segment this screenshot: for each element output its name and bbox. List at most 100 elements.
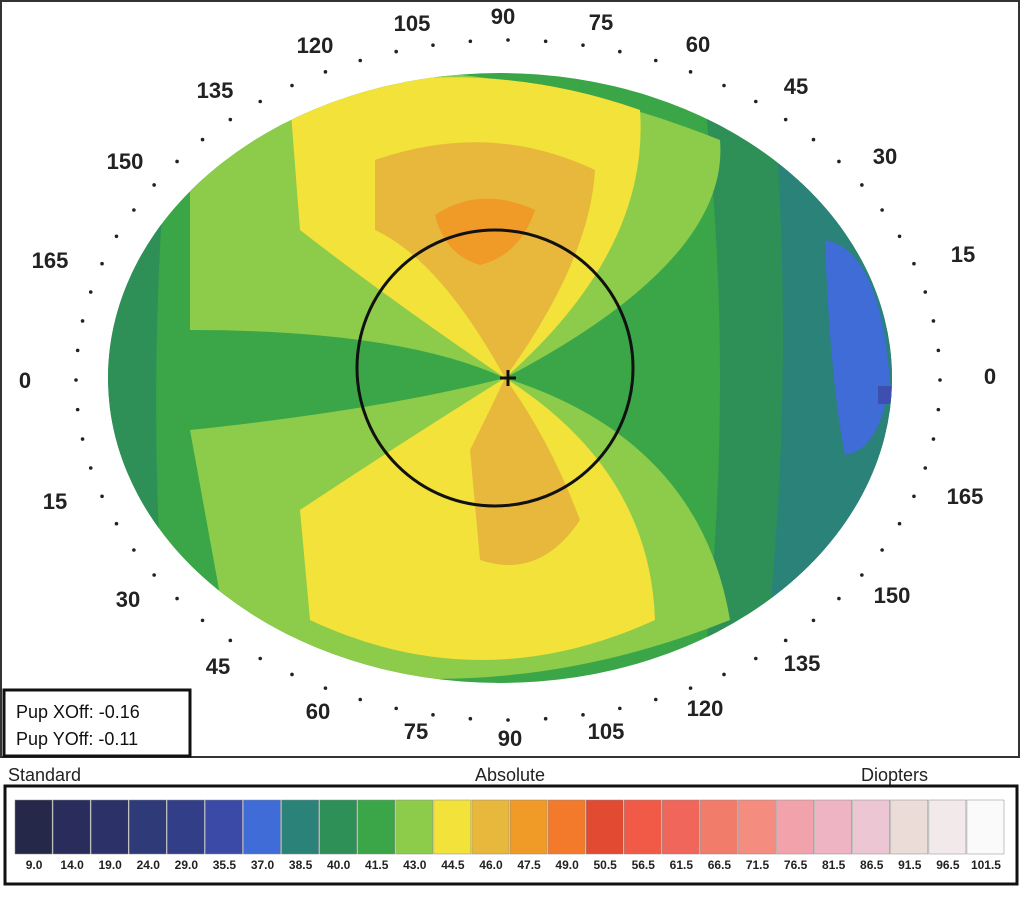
- scale-swatch: [662, 799, 700, 855]
- tick-dot: [860, 573, 864, 577]
- scale-swatch: [966, 799, 1005, 855]
- pupil-center: [500, 370, 516, 386]
- tick-dot: [200, 137, 205, 142]
- scale-label: 47.5: [517, 858, 541, 872]
- tick-dot: [688, 686, 693, 690]
- tick-dot: [581, 713, 585, 717]
- angle-label: 165: [32, 248, 69, 273]
- tick-dot: [468, 39, 473, 44]
- tick-dot: [618, 49, 622, 54]
- pupil-x: Pup XOff: -0.16: [16, 702, 140, 722]
- scale-swatch: [357, 799, 396, 855]
- tick-dot: [931, 437, 936, 441]
- tick-dot: [581, 43, 585, 47]
- tick-dot: [100, 261, 104, 266]
- scale-label: 46.0: [479, 858, 503, 872]
- scale-swatch: [547, 799, 586, 855]
- tick-dot: [114, 234, 119, 239]
- tick-dot: [75, 407, 80, 412]
- scale-label: 71.5: [746, 858, 770, 872]
- tick-dot: [783, 117, 788, 122]
- tick-dot: [880, 208, 884, 212]
- tick-dot: [394, 49, 398, 54]
- tick-dot: [468, 716, 473, 721]
- tick-dot: [358, 58, 363, 63]
- tick-dot: [860, 183, 864, 187]
- tick-dot: [228, 638, 233, 643]
- tick-dot: [936, 407, 941, 412]
- pupil-box: [2, 688, 192, 758]
- angle-label: 0: [984, 364, 996, 389]
- angle-label: 30: [116, 587, 140, 612]
- scale-label: 24.0: [137, 858, 161, 872]
- tick-dot: [653, 58, 658, 63]
- scale-swatch: [738, 799, 776, 855]
- pupil-y: Pup YOff: -0.11: [16, 729, 138, 749]
- tick-dot: [431, 713, 435, 717]
- angle-ticks: [74, 38, 942, 722]
- tick-dot: [506, 718, 510, 722]
- tick-dot: [88, 466, 93, 470]
- tick-dot: [228, 117, 233, 122]
- scale-label: 101.5: [971, 858, 1001, 872]
- angle-label: 90: [491, 4, 515, 29]
- angle-label: 75: [589, 10, 613, 35]
- tick-dot: [200, 618, 205, 623]
- scale-label: 40.0: [327, 858, 351, 872]
- tick-dot: [837, 596, 841, 601]
- tick-dot: [175, 596, 179, 601]
- scale-swatch: [776, 799, 814, 855]
- tick-dot: [618, 706, 622, 711]
- tick-dot: [897, 521, 902, 526]
- tick-dot: [923, 290, 928, 294]
- scale-swatch: [471, 799, 510, 855]
- scale-label: 66.5: [708, 858, 732, 872]
- tick-dot: [290, 83, 294, 88]
- angle-label: 165: [947, 484, 984, 509]
- angle-label: 15: [43, 489, 67, 514]
- tick-dot: [132, 548, 136, 552]
- scale-label: 14.0: [60, 858, 84, 872]
- scale-label: 41.5: [365, 858, 389, 872]
- angle-label: 120: [297, 33, 334, 58]
- scale-swatch: [205, 799, 243, 855]
- angle-label: 90: [498, 726, 522, 751]
- scale-swatch: [52, 799, 91, 855]
- scale-swatch: [128, 799, 167, 855]
- tick-dot: [80, 437, 85, 441]
- scale-swatch: [281, 799, 319, 855]
- scale-label: 50.5: [594, 858, 618, 872]
- tick-dot: [783, 638, 788, 643]
- scale-swatch: [395, 799, 434, 855]
- tick-dot: [936, 348, 941, 353]
- angle-label: 105: [394, 11, 431, 36]
- scale-label: 38.5: [289, 858, 313, 872]
- pupil-outline: [355, 228, 635, 508]
- angle-label: 75: [404, 719, 428, 744]
- tick-dot: [543, 39, 548, 44]
- tick-dot: [80, 319, 85, 323]
- scale-label: 49.0: [555, 858, 579, 872]
- tick-dot: [837, 159, 841, 164]
- scale-label: 86.5: [860, 858, 884, 872]
- tick-dot: [880, 548, 884, 552]
- tick-dot: [100, 494, 104, 499]
- scale-swatch: [928, 799, 967, 855]
- scale-swatch: [167, 799, 205, 855]
- scale-left-title: Standard: [8, 765, 81, 785]
- tick-dot: [931, 319, 936, 323]
- tick-dot: [811, 618, 816, 623]
- angle-label: 60: [306, 699, 330, 724]
- scale-swatch: [623, 799, 662, 855]
- tick-dot: [323, 686, 328, 690]
- tick-dot: [923, 466, 928, 470]
- angle-label: 135: [784, 651, 821, 676]
- scale-label: 61.5: [670, 858, 694, 872]
- tick-dot: [114, 521, 119, 526]
- scale-swatch: [585, 799, 624, 855]
- angle-label: 60: [686, 32, 710, 57]
- tick-dot: [323, 70, 328, 74]
- angle-label: 0: [19, 368, 31, 393]
- angle-label: 135: [197, 78, 234, 103]
